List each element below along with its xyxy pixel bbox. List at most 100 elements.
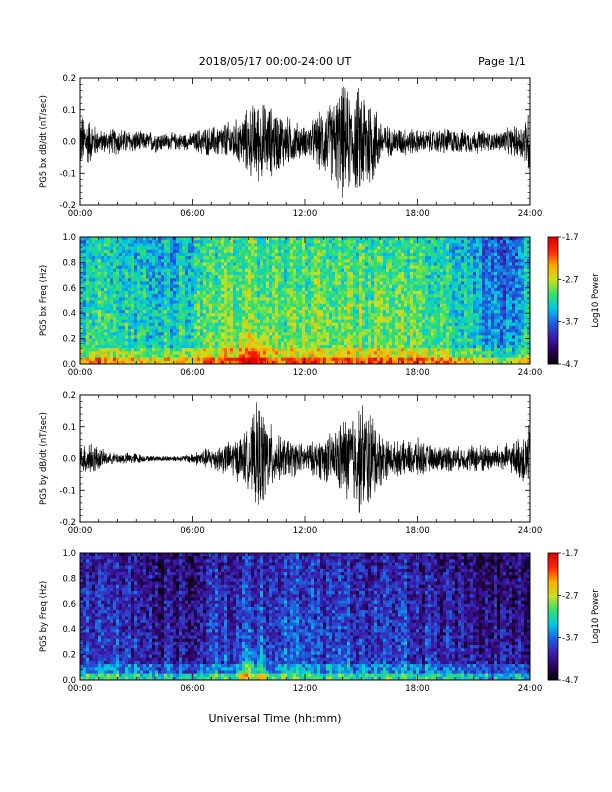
spectrogram-cell	[110, 319, 114, 324]
spectrogram-cell	[377, 303, 381, 308]
spectrogram-cell	[185, 329, 189, 333]
spectrogram-cell	[257, 332, 261, 336]
spectrogram-cell	[98, 278, 102, 282]
spectrogram-cell	[398, 300, 402, 304]
spectrogram-cell	[92, 338, 96, 343]
spectrogram-cell	[305, 316, 309, 320]
spectrogram-cell	[248, 268, 252, 273]
spectrogram-cell	[170, 335, 174, 339]
spectrogram-cell	[176, 246, 180, 250]
spectrogram-cell	[341, 243, 345, 247]
spectrogram-cell	[374, 281, 378, 285]
spectrogram-cell	[248, 316, 252, 320]
spectrogram-cell	[182, 316, 186, 320]
spectrogram-cell	[212, 319, 216, 324]
spectrogram-cell	[257, 256, 261, 260]
spectrogram-cell	[410, 316, 414, 320]
spectrogram-cell	[428, 290, 432, 295]
spectrogram-cell	[380, 338, 384, 343]
spectrogram-cell	[245, 265, 249, 270]
spectrogram-cell	[386, 237, 390, 241]
spectrogram-cell	[242, 243, 246, 247]
spectrogram-cell	[329, 316, 333, 320]
spectrogram-cell	[179, 259, 183, 263]
spectrogram-cell	[227, 344, 231, 349]
spectrogram-cell	[182, 281, 186, 285]
spectrogram-cell	[419, 265, 423, 270]
spectrogram-cell	[230, 240, 234, 244]
spectrogram-cell	[92, 319, 96, 324]
spectrogram-cell	[434, 265, 438, 270]
spectrogram-cell	[179, 344, 183, 349]
spectrogram-cell	[116, 252, 120, 257]
spectrogram-cell	[230, 256, 234, 260]
spectrogram-cell	[284, 319, 288, 324]
spectrogram-cell	[410, 237, 414, 241]
spectrogram-cell	[104, 344, 108, 349]
spectrogram-cell	[344, 306, 348, 311]
spectrogram-cell	[332, 306, 336, 311]
spectrogram-cell	[278, 294, 282, 298]
spectrogram-cell	[212, 262, 216, 266]
spectrogram-cell	[158, 332, 162, 336]
spectrogram-cell	[98, 332, 102, 336]
spectrogram-cell	[236, 303, 240, 308]
spectrogram-cell	[377, 335, 381, 339]
spectrogram-cell	[284, 290, 288, 295]
spectrogram-cell	[323, 256, 327, 260]
spectrogram-cell	[191, 303, 195, 308]
spectrogram-cell	[212, 265, 216, 270]
spectrogram-cell	[299, 348, 303, 352]
spectrogram-cell	[212, 303, 216, 308]
spectrogram-cell	[131, 325, 135, 330]
spectrogram-cell	[221, 265, 225, 270]
spectrogram-cell	[215, 262, 219, 266]
spectrogram-cell	[176, 329, 180, 333]
spectrogram-cell	[248, 325, 252, 330]
spectrogram-cell	[161, 287, 165, 292]
spectrogram-cell	[221, 278, 225, 282]
spectrogram-cell	[128, 290, 132, 295]
spectrogram-cell	[338, 300, 342, 304]
spectrogram-cell	[428, 294, 432, 298]
spectrogram-cell	[359, 243, 363, 247]
spectrogram-cell	[203, 243, 207, 247]
spectrogram-cell	[269, 360, 273, 365]
spectrogram-cell	[215, 249, 219, 254]
spectrogram-cell	[233, 262, 237, 266]
spectrogram-cell	[422, 271, 426, 276]
spectrogram-cell	[86, 338, 90, 343]
spectrogram-cell	[86, 325, 90, 330]
spectrogram-cell	[218, 297, 222, 301]
spectrogram-cell	[431, 354, 435, 358]
spectrogram-cell	[215, 322, 219, 327]
spectrogram-cell	[116, 243, 120, 247]
spectrogram-cell	[113, 329, 117, 333]
spectrogram-cell	[356, 268, 360, 273]
spectrogram-cell	[233, 297, 237, 301]
spectrogram-cell	[137, 294, 141, 298]
spectrogram-cell	[116, 240, 120, 244]
spectrogram-cell	[134, 338, 138, 343]
spectrogram-cell	[341, 271, 345, 276]
spectrogram-cell	[392, 271, 396, 276]
spectrogram-cell	[359, 246, 363, 250]
spectrogram-cell	[197, 249, 201, 254]
spectrogram-cell	[284, 271, 288, 276]
spectrogram-cell	[170, 243, 174, 247]
spectrogram-cell	[134, 357, 138, 362]
spectrogram-cell	[212, 246, 216, 250]
spectrogram-cell	[98, 294, 102, 298]
spectrogram-cell	[131, 344, 135, 349]
spectrogram-cell	[380, 268, 384, 273]
spectrogram-cell	[140, 325, 144, 330]
spectrogram-cell	[422, 332, 426, 336]
spectrogram-cell	[128, 256, 132, 260]
spectrogram-cell	[443, 297, 447, 301]
spectrogram-cell	[383, 246, 387, 250]
spectrogram-cell	[149, 310, 153, 314]
spectrogram-cell	[92, 268, 96, 273]
spectrogram-cell	[113, 262, 117, 266]
spectrogram-cell	[233, 332, 237, 336]
spectrogram-cell	[440, 278, 444, 282]
